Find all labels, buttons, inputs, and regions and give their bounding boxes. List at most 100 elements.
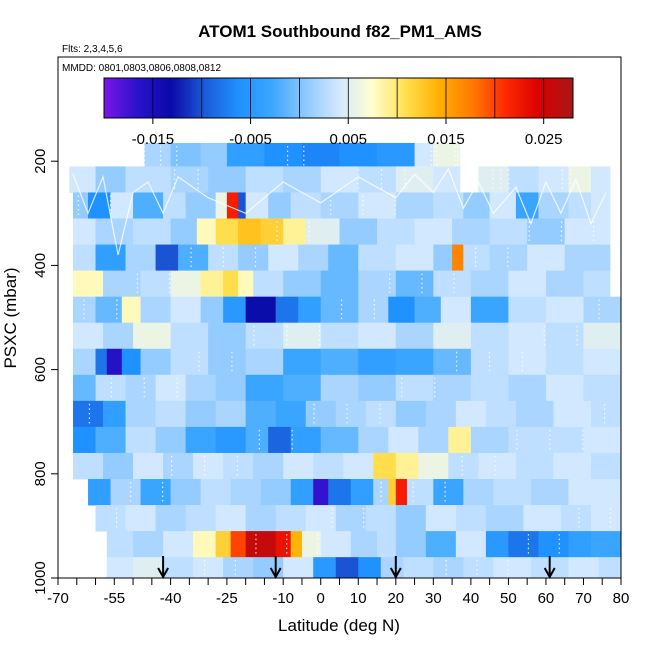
heatmap-row bbox=[73, 452, 621, 480]
heatmap-cell bbox=[553, 400, 592, 428]
heatmap-cell bbox=[433, 244, 453, 272]
heatmap-cell bbox=[590, 505, 621, 532]
heatmap-cell bbox=[433, 270, 472, 298]
heatmap-cell bbox=[260, 218, 284, 245]
heatmap-cell bbox=[163, 531, 194, 558]
heatmap-cell bbox=[305, 218, 341, 245]
heatmap-cell bbox=[193, 531, 217, 558]
x-tick-label: 70 bbox=[575, 590, 592, 607]
heatmap-cell bbox=[230, 479, 262, 506]
heatmap-cell bbox=[170, 142, 202, 170]
heatmap-cell bbox=[508, 426, 547, 454]
heatmap-cell bbox=[377, 531, 397, 558]
altitude-trace-line bbox=[72, 167, 607, 256]
heatmap-cell bbox=[568, 166, 592, 193]
heatmap-cell bbox=[545, 296, 585, 324]
heatmap-cell bbox=[470, 374, 509, 402]
x-tick-label: 0 bbox=[317, 590, 325, 607]
heatmap-cell bbox=[200, 479, 232, 506]
heatmap-cell bbox=[358, 322, 397, 350]
heatmap-row bbox=[73, 296, 621, 324]
heatmap-cell bbox=[170, 270, 202, 298]
heatmap-cell bbox=[395, 479, 408, 506]
heatmap-cell bbox=[290, 426, 322, 454]
heatmap-cell bbox=[545, 426, 585, 454]
colorbar: -0.015 -0.005 0.005 0.015 0.025 bbox=[103, 77, 574, 148]
heatmap-cell bbox=[395, 348, 434, 376]
heatmap-row bbox=[414, 142, 461, 170]
heatmap-cell bbox=[320, 348, 359, 376]
heatmap-cell bbox=[527, 218, 566, 245]
heatmap-cell bbox=[245, 400, 277, 428]
heatmap-cell bbox=[320, 374, 359, 402]
heatmap-cell bbox=[73, 270, 104, 298]
heatmap-cell bbox=[395, 531, 427, 558]
heatmap-cell bbox=[568, 192, 592, 219]
heatmap-row bbox=[88, 479, 621, 506]
heatmap-cell bbox=[452, 244, 464, 272]
heatmap-cell bbox=[433, 142, 461, 170]
heatmap-cell bbox=[140, 348, 172, 376]
heatmap-cell bbox=[583, 426, 621, 454]
heatmap-cell bbox=[414, 218, 453, 245]
heatmap-cell bbox=[448, 426, 472, 454]
heatmap-cell bbox=[275, 400, 307, 428]
heatmap-cell bbox=[283, 452, 314, 480]
heatmap-cell bbox=[508, 348, 547, 376]
heatmap-cell bbox=[103, 400, 127, 428]
x-tick-label: -10 bbox=[272, 590, 294, 607]
heatmap-cell bbox=[343, 452, 374, 480]
heatmap-cell bbox=[223, 452, 254, 480]
heatmap-cell bbox=[358, 270, 397, 298]
heatmap-cell bbox=[418, 452, 449, 480]
heatmap-cell bbox=[414, 142, 434, 170]
heatmap-cell bbox=[313, 479, 329, 506]
heatmap-cell bbox=[73, 296, 97, 324]
heatmap-cell bbox=[395, 244, 434, 272]
heatmap-cell bbox=[155, 244, 179, 272]
colorbar-tick-label: 0.025 bbox=[525, 131, 563, 148]
colorbar-tick-label: -0.015 bbox=[132, 131, 175, 148]
heatmap-cell bbox=[140, 270, 172, 298]
heatmap-cell bbox=[155, 400, 187, 428]
heatmap-cell bbox=[301, 531, 322, 558]
heatmap-cell bbox=[283, 374, 322, 402]
heatmap-cell bbox=[377, 218, 416, 245]
heatmap-cell bbox=[106, 557, 134, 578]
heatmap-cell bbox=[365, 400, 397, 428]
heatmap-cell bbox=[545, 374, 585, 402]
heatmap-cell bbox=[440, 296, 472, 324]
heatmap-row bbox=[106, 531, 621, 558]
arrow-head bbox=[157, 567, 169, 580]
heatmap-cell bbox=[320, 531, 352, 558]
heatmap-cell bbox=[133, 452, 164, 480]
heatmap-cell bbox=[545, 322, 585, 350]
x-axis: -70 -55 -40 -25 -10 0 10 20 30 40 50 60 70 80 bbox=[47, 577, 629, 607]
x-tick-label: -70 bbox=[47, 590, 69, 607]
heatmap-cell bbox=[470, 296, 509, 324]
heatmap-cell bbox=[320, 322, 359, 350]
heatmap-cell bbox=[568, 479, 621, 506]
heatmap-cell bbox=[245, 531, 277, 558]
heatmap-cell bbox=[515, 452, 555, 480]
arrow bbox=[269, 556, 282, 580]
heatmap-cell bbox=[95, 218, 134, 245]
heatmap-cell bbox=[253, 452, 284, 480]
heatmap-cell bbox=[530, 479, 570, 506]
heatmap-cell bbox=[185, 192, 217, 219]
heatmap-cell bbox=[275, 296, 299, 324]
heatmap-cell bbox=[358, 244, 397, 272]
heatmap-cell bbox=[358, 166, 397, 193]
heatmap-cell bbox=[350, 479, 374, 506]
heatmap-cell bbox=[335, 505, 367, 532]
heatmap-row bbox=[106, 557, 621, 578]
arrow bbox=[389, 556, 402, 580]
heatmap-cell bbox=[455, 531, 487, 558]
heatmap-cell bbox=[155, 505, 187, 532]
heatmap-cell bbox=[95, 426, 127, 454]
heatmap-cell bbox=[388, 426, 419, 454]
heatmap-cell bbox=[358, 557, 382, 578]
heatmap-cell bbox=[95, 505, 127, 532]
heatmap-cell bbox=[508, 270, 547, 298]
heatmap-cell bbox=[178, 244, 209, 272]
